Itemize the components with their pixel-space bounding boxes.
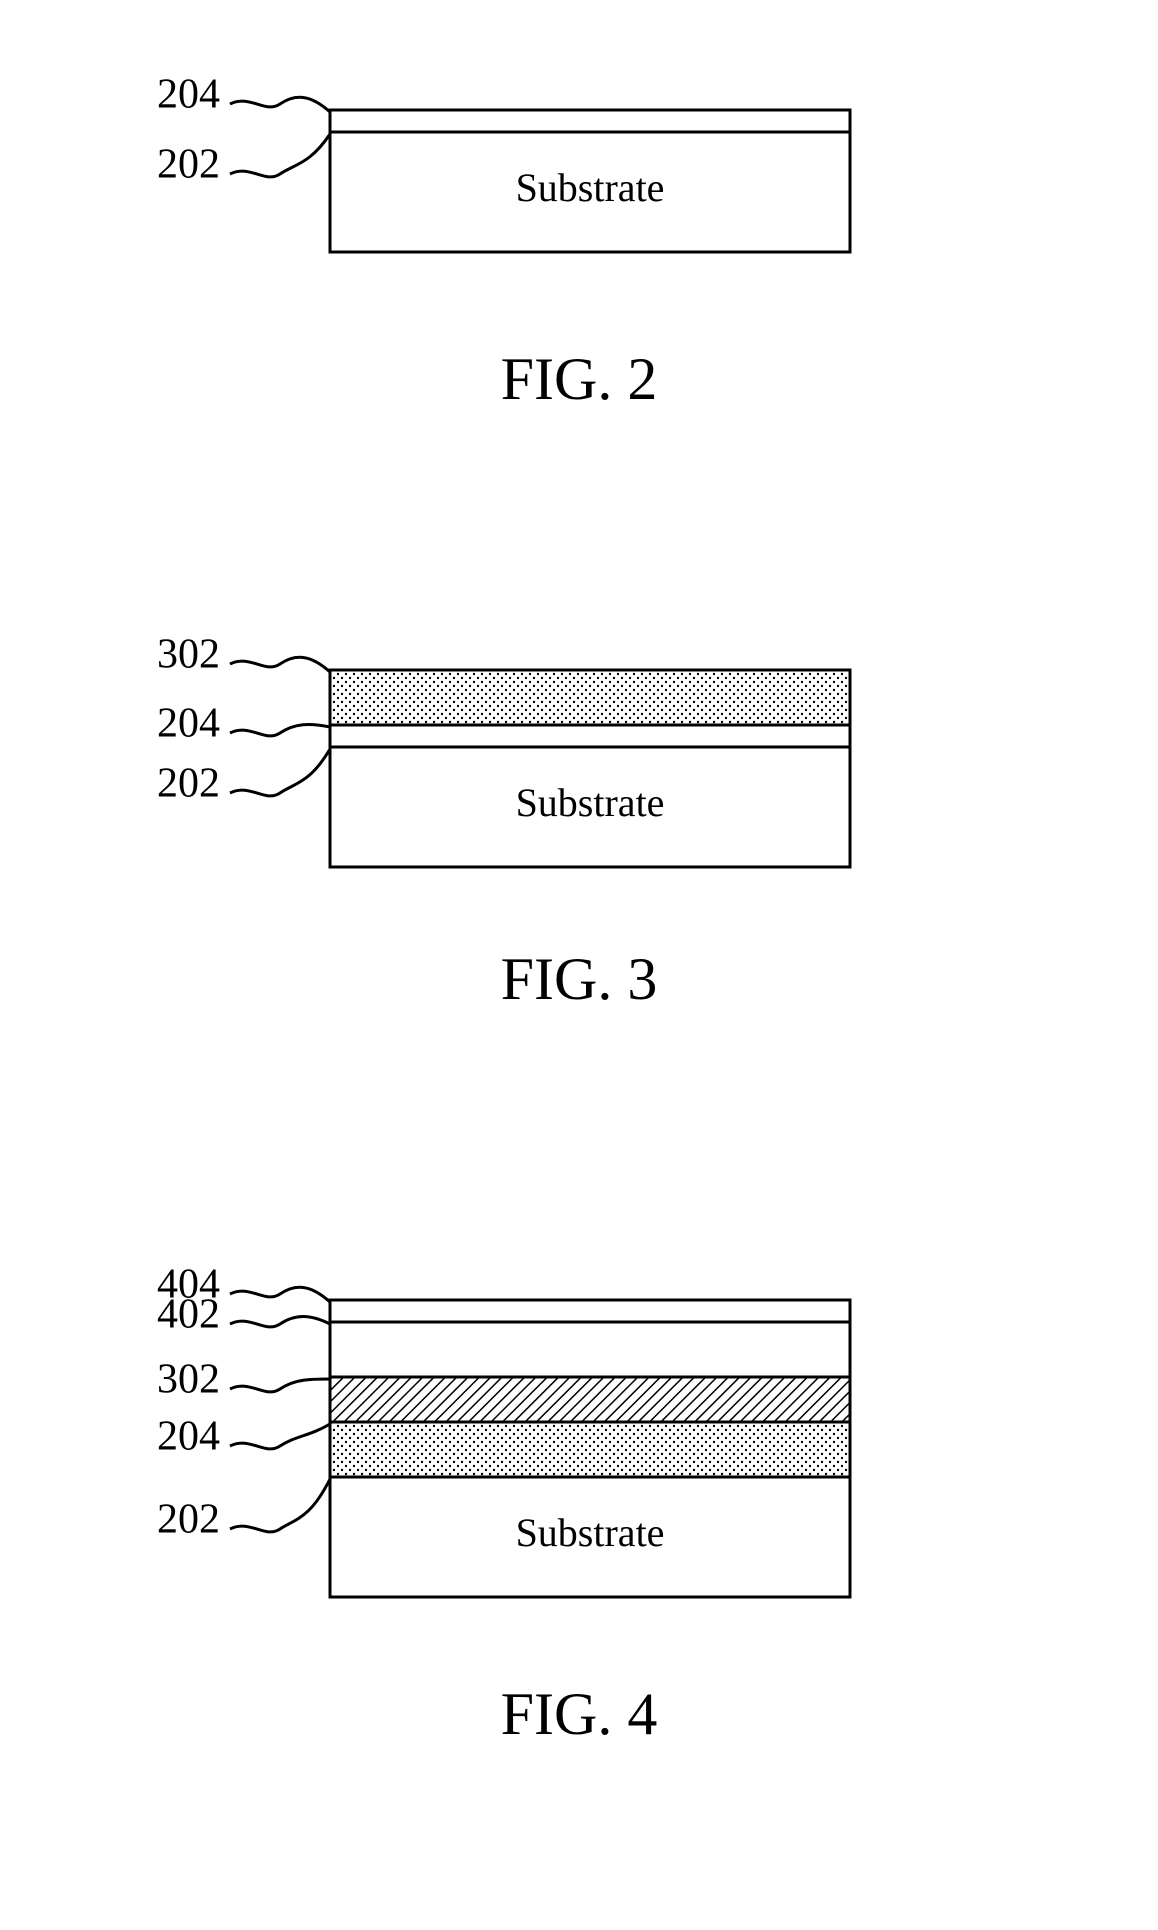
- substrate-label: Substrate: [516, 1510, 665, 1555]
- reference-number: 202: [157, 142, 220, 188]
- reference-number: 302: [157, 1357, 220, 1403]
- lead-line: [230, 725, 330, 736]
- lead-line: [230, 1287, 330, 1302]
- figure-caption: FIG. 2: [0, 345, 1158, 414]
- layer-rect: [330, 725, 850, 747]
- figure-caption: FIG. 4: [0, 1680, 1158, 1749]
- reference-number: 202: [157, 1497, 220, 1543]
- lead-line: [230, 1379, 330, 1392]
- layer-rect: [330, 1300, 850, 1322]
- reference-number: 204: [157, 72, 220, 118]
- substrate-label: Substrate: [516, 165, 665, 210]
- substrate-label: Substrate: [516, 780, 665, 825]
- reference-number: 402: [157, 1292, 220, 1338]
- layer-rect: [330, 1322, 850, 1377]
- lead-line: [230, 97, 330, 112]
- reference-number: 202: [157, 761, 220, 807]
- layer-rect: [330, 1377, 850, 1422]
- reference-number: 204: [157, 1414, 220, 1460]
- lead-line: [230, 1424, 330, 1449]
- reference-number: 302: [157, 632, 220, 678]
- figure-caption: FIG. 3: [0, 945, 1158, 1014]
- lead-line: [230, 1317, 330, 1327]
- lead-line: [230, 134, 330, 177]
- lead-line: [230, 1479, 330, 1532]
- layer-rect: [330, 670, 850, 725]
- lead-line: [230, 749, 330, 796]
- layer-rect: [330, 1422, 850, 1477]
- lead-line: [230, 657, 330, 672]
- reference-number: 204: [157, 701, 220, 747]
- layer-rect: [330, 110, 850, 132]
